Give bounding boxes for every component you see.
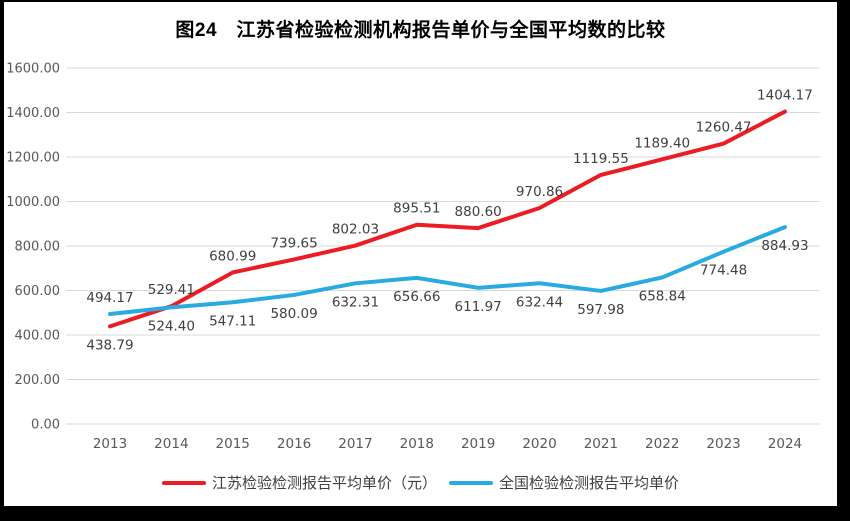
data-label-series0: 680.99 [209,248,256,264]
data-label-series0: 1260.47 [696,120,752,136]
chart-legend: 江苏检验检测报告平均单价（元） 全国检验检测报告平均单价 [4,472,837,493]
data-label-series0: 895.51 [393,201,440,217]
y-axis-tick-label: 1600.00 [6,62,60,77]
data-label-series1: 494.17 [86,290,133,306]
x-axis-tick-label: 2022 [645,436,679,452]
data-label-series0: 1119.55 [573,151,629,167]
data-label-series1: 597.98 [577,302,624,318]
data-label-series0: 880.60 [455,204,502,220]
data-label-series0: 1404.17 [757,88,813,104]
chart-canvas: 图24 江苏省检验检测机构报告单价与全国平均数的比较 0.00 200.00 400… [4,2,837,506]
data-label-series0: 802.03 [332,222,379,238]
chart-title: 图24 江苏省检验检测机构报告单价与全国平均数的比较 [175,20,666,41]
x-axis-tick-label: 2020 [522,436,556,452]
y-axis-tick-label: 800.00 [15,240,61,255]
data-label-series1: 884.93 [761,238,808,254]
y-axis-tick-label: 600.00 [15,284,61,299]
data-label-series0: 529.41 [148,282,195,298]
data-label-series1: 611.97 [455,299,502,315]
data-label-series0: 970.86 [516,184,563,200]
legend-line-swatch-red [161,480,206,485]
data-label-series1: 547.11 [209,313,256,329]
x-axis-tick-label: 2019 [461,436,495,452]
y-axis-tick-label: 1200.00 [6,151,60,166]
data-label-series1: 580.09 [270,306,317,322]
data-label-series0: 739.65 [270,235,317,251]
data-label-series1: 774.48 [700,263,747,279]
x-axis-tick-label: 2024 [768,436,802,452]
legend-line-swatch-blue [449,480,493,485]
x-axis-tick-label: 2015 [216,436,250,452]
y-axis-tick-label: 0.00 [31,418,60,433]
legend-label-national: 全国检验检测报告平均单价 [499,474,680,492]
y-axis-tick-label: 200.00 [15,373,61,388]
legend-item-jiangsu: 江苏检验检测报告平均单价（元） [161,472,437,493]
x-axis-tick-label: 2014 [154,436,188,452]
data-label-series1: 632.31 [332,294,379,310]
legend-label-jiangsu: 江苏检验检测报告平均单价（元） [211,474,437,492]
x-axis-tick-label: 2013 [93,436,127,452]
series-line-1 [108,225,787,317]
x-axis-tick-label: 2017 [338,436,372,452]
data-label-series0: 1189.40 [634,135,690,151]
data-label-series1: 524.40 [148,318,195,334]
series-line-0 [108,109,787,329]
data-label-series1: 658.84 [639,288,686,304]
x-axis-tick-label: 2021 [584,436,618,452]
line-chart: 0.00 200.00 400.00 600.00 800.00 1000.00 1200.… [6,62,820,452]
x-axis-tick-label: 2016 [277,436,311,452]
x-axis-tick-label: 2018 [400,436,434,452]
x-axis-tick-label: 2023 [706,436,740,452]
data-label-series1: 632.44 [516,294,563,310]
y-axis-tick-label: 400.00 [15,329,61,344]
y-axis-tick-label: 1400.00 [6,106,60,121]
y-axis-tick-label: 1000.00 [6,195,60,210]
legend-item-national: 全国检验检测报告平均单价 [449,472,679,493]
data-label-series1: 656.66 [393,289,440,305]
data-label-series0: 438.79 [86,337,133,353]
